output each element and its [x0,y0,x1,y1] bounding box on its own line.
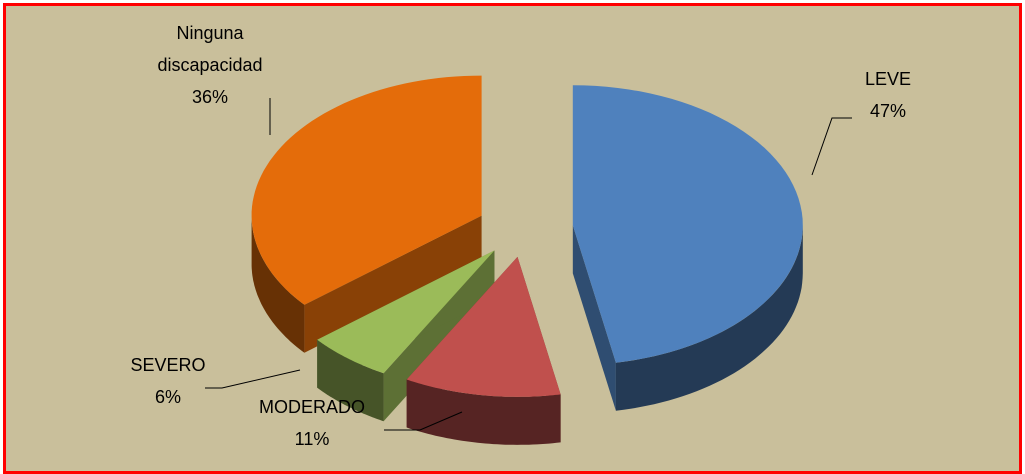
slice-wall [251,215,305,353]
leader-line [205,369,301,389]
slice-label: LEVE [864,69,912,89]
leader-line [811,117,852,176]
slice-label: SEVERO [130,355,206,375]
slice-wall [317,339,384,422]
slice-value-label: 11% [294,429,330,449]
slice [572,85,803,363]
slice-side [572,225,616,411]
slice-value-label: 47% [869,101,907,121]
slice-side [304,215,482,353]
slice-label: MODERADO [258,397,365,417]
slice-wall [406,379,561,445]
slice [251,75,482,305]
leader-line [384,411,463,431]
slice [317,250,495,374]
slice-label: Ninguna discapacidad [157,23,263,75]
slice-value-label: 36% [191,87,229,107]
slice-value-label: 6% [154,387,181,407]
slice-wall [615,225,803,411]
slice [406,256,561,397]
